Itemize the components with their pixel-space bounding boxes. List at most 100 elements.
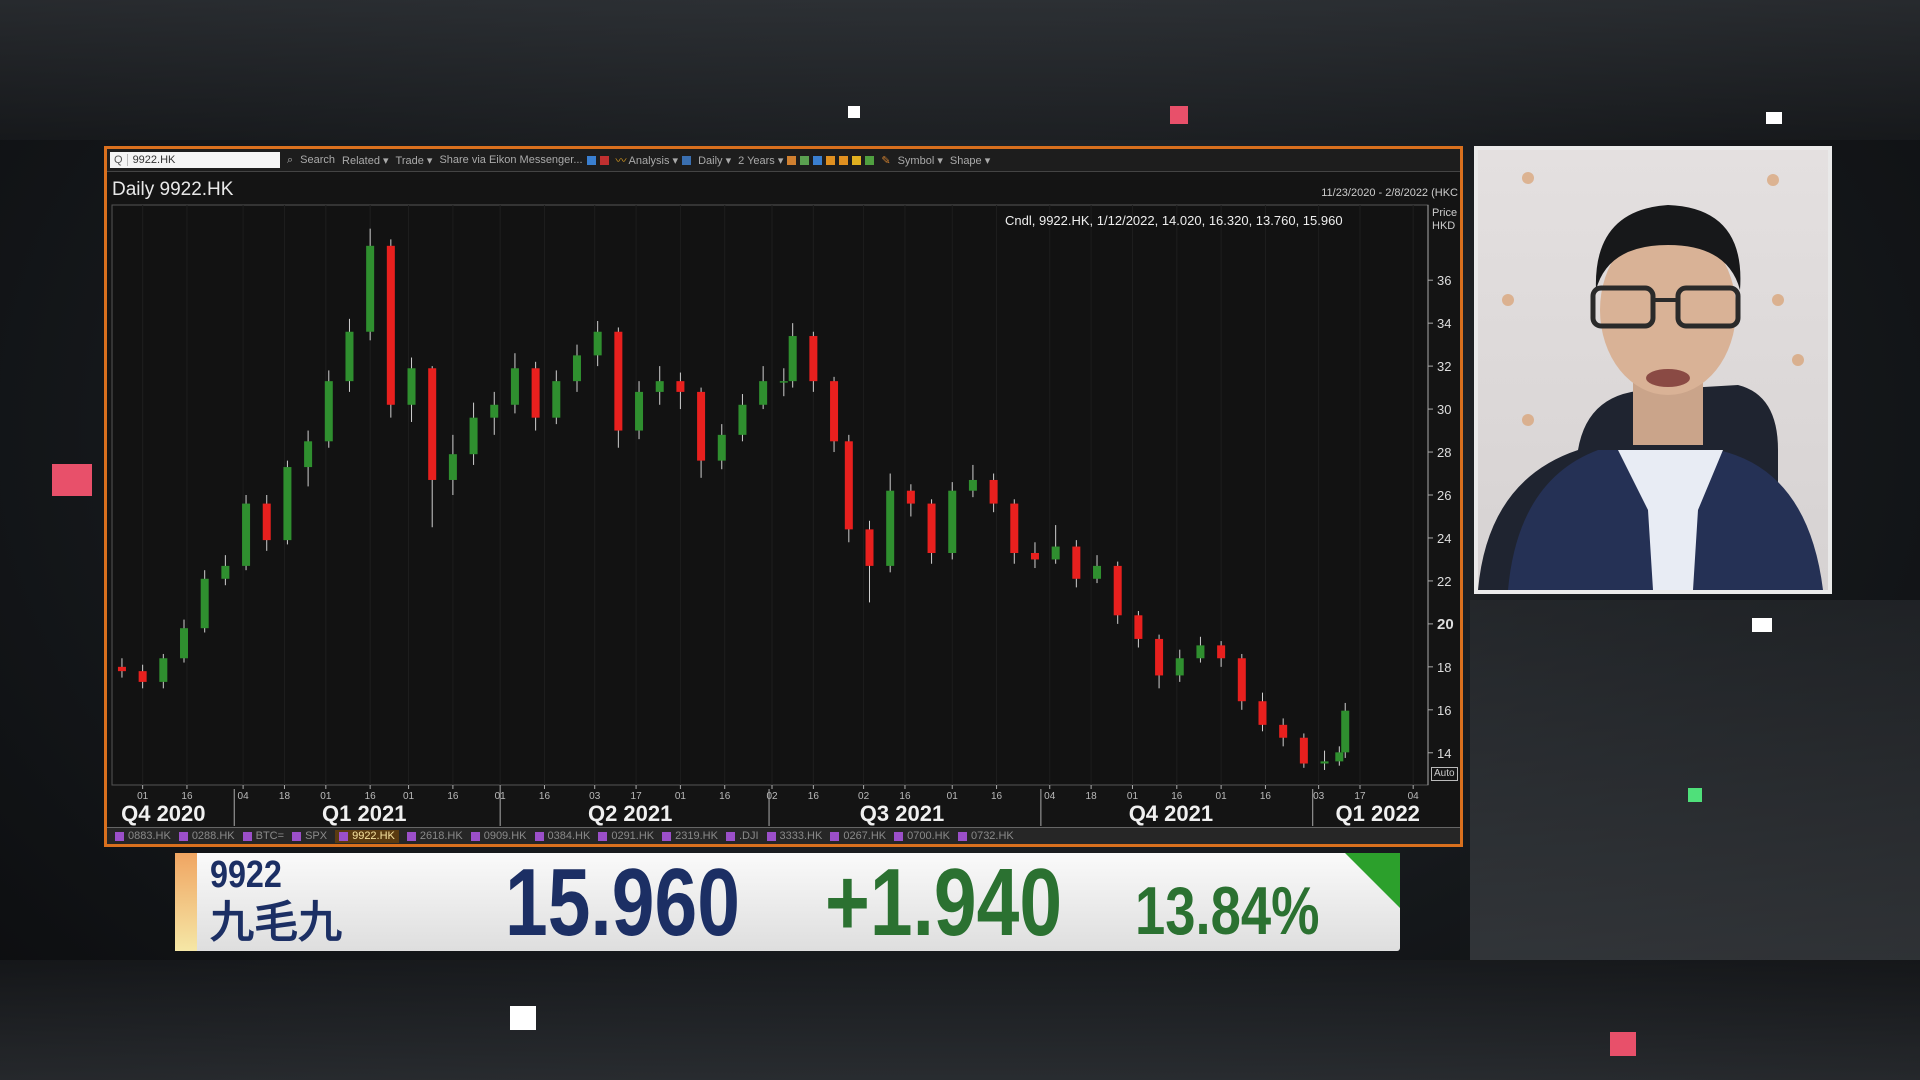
decor-square	[1610, 1032, 1636, 1056]
candle-up	[1335, 752, 1344, 762]
ticker-tab[interactable]: 0883.HK	[115, 830, 171, 843]
candle-down	[614, 331, 623, 431]
grid-icon[interactable]	[682, 155, 692, 165]
candle-down	[1217, 645, 1226, 659]
x-tick-label: 04	[1408, 791, 1420, 802]
banner-stripe	[175, 853, 197, 951]
candle-down	[1237, 658, 1246, 702]
zoom-in-icon[interactable]	[826, 155, 836, 165]
candle-up	[948, 490, 957, 553]
y-axis-unit-price: Price	[1432, 207, 1458, 219]
ticker-tab[interactable]: 9922.HK	[335, 829, 399, 843]
hourglass-icon[interactable]	[852, 155, 862, 165]
chart-icon	[894, 831, 904, 841]
ticker-tab[interactable]: .DJI	[725, 830, 759, 843]
ticker-tab[interactable]: 2319.HK	[662, 830, 718, 843]
chart-icon	[662, 831, 672, 841]
candle-down	[989, 479, 998, 504]
chart-type-icon[interactable]	[787, 155, 797, 165]
presenter-video	[1474, 146, 1832, 594]
x-tick-label: 01	[403, 791, 415, 802]
zoom-out-icon[interactable]	[839, 155, 849, 165]
x-tick-label: 16	[719, 791, 731, 802]
ticker-tab[interactable]: 2618.HK	[406, 829, 463, 843]
price-change: +1.940	[825, 849, 1063, 956]
toolbar-range[interactable]: 2 Years ▾	[738, 154, 784, 167]
toolbar-shape[interactable]: Shape ▾	[949, 154, 991, 167]
auto-scale-button[interactable]: Auto	[1431, 767, 1458, 781]
y-tick-label: 34	[1437, 316, 1451, 331]
x-tick-label: 16	[447, 791, 459, 802]
select-icon[interactable]	[865, 155, 875, 165]
ticker-tab[interactable]: 0384.HK	[534, 830, 590, 843]
toolbar-analysis[interactable]: Analysis ▾	[628, 154, 679, 167]
alert-icon[interactable]	[599, 155, 609, 165]
chart-icon	[178, 831, 188, 841]
ticker-label: SPX	[305, 829, 328, 842]
ticker-tab[interactable]: 0288.HK	[178, 830, 235, 843]
decor-square	[1688, 788, 1702, 802]
x-tick-label: 16	[899, 791, 911, 802]
y-axis: 14 16 18 20 22 24 26 28 30 32 34 36	[1427, 205, 1454, 785]
undo-icon[interactable]	[586, 155, 596, 165]
ticker-label: 2618.HK	[419, 829, 463, 842]
ric-input[interactable]: Q 9922.HK	[110, 152, 280, 168]
y-tick-label: 24	[1437, 531, 1451, 546]
ric-prefix[interactable]: Q	[110, 154, 128, 166]
candlestick-chart[interactable]: 14 16 18 20 22 24 26 28 30 32 34 36 01 16 04 18 01 16 01 1…	[107, 149, 1460, 844]
ticker-tab[interactable]: SPX	[292, 830, 327, 843]
x-tick-label: 16	[365, 791, 377, 802]
chart-icon	[725, 831, 735, 841]
x-tick-label: 04	[238, 791, 250, 802]
ticker-tab[interactable]: 0732.HK	[957, 830, 1014, 843]
x-tick-label: 01	[1127, 791, 1139, 802]
ticker-label: 0883.HK	[128, 829, 171, 842]
quarter-label: Q1 2022	[1335, 801, 1420, 826]
chart-icon	[766, 831, 776, 841]
ric-value[interactable]: 9922.HK	[132, 154, 176, 166]
candle-up	[779, 381, 788, 383]
toolbar-symbol[interactable]: Symbol ▾	[897, 154, 943, 167]
candle-down	[1258, 701, 1267, 725]
candle-up	[1320, 761, 1329, 764]
ticker-tab[interactable]: 0909.HK	[470, 830, 527, 843]
price-change-percent: 13.84%	[1135, 873, 1320, 949]
quarter-label: Q1 2021	[322, 801, 407, 826]
layout-icon[interactable]	[813, 155, 823, 165]
ticker-tab[interactable]: 3333.HK	[766, 829, 823, 843]
ticker-label: 3333.HK	[779, 829, 823, 842]
decor-square	[1170, 106, 1188, 124]
candle-down	[676, 381, 685, 392]
search-icon: ⌕	[287, 153, 294, 166]
y-tick-label: 20	[1437, 616, 1454, 633]
toolbar-share[interactable]: Share via Eikon Messenger...	[439, 154, 583, 166]
y-axis-unit: Price HKD	[1432, 207, 1457, 233]
chart-icon	[292, 831, 302, 841]
y-tick-label: 14	[1437, 746, 1451, 761]
candle-up	[283, 467, 292, 541]
candle-down	[844, 441, 853, 530]
ticker-tab[interactable]: 0267.HK	[830, 830, 886, 843]
quarter-label: Q4 2020	[121, 801, 206, 826]
bar-chart-icon[interactable]	[800, 155, 810, 165]
toolbar-trade[interactable]: Trade ▾	[395, 154, 433, 167]
x-tick-label: 03	[1313, 791, 1325, 802]
ticker-tab[interactable]: 0291.HK	[598, 830, 654, 843]
y-tick-label: 22	[1437, 574, 1451, 589]
x-tick-label: 16	[808, 791, 820, 802]
chart-icon	[339, 831, 349, 841]
candle-down	[1299, 737, 1308, 764]
candle-up	[366, 245, 375, 332]
toolbar-related[interactable]: Related ▾	[342, 154, 389, 167]
candle-down	[117, 666, 126, 672]
toolbar-interval[interactable]: Daily ▾	[698, 154, 732, 167]
ticker-tab[interactable]: 0700.HK	[894, 830, 950, 843]
ticker-tab[interactable]: BTC=	[242, 830, 284, 843]
candle-down	[697, 391, 706, 461]
toolbar-search[interactable]: Search	[300, 154, 336, 166]
candle-up	[304, 441, 313, 468]
candle-up	[324, 381, 333, 442]
y-tick-label: 28	[1437, 445, 1451, 460]
candle-down	[262, 503, 271, 541]
candle-up	[1051, 546, 1060, 560]
